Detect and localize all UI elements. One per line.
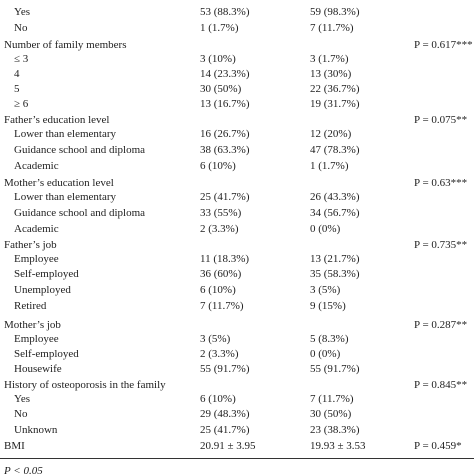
row-label-sub: Lower than elementary	[14, 128, 117, 140]
group-1-value: 13 (16.7%)	[200, 98, 250, 110]
group-2-value: 55 (91.7%)	[310, 363, 360, 375]
group-2-value: 9 (15%)	[310, 300, 346, 312]
group-2-value: 7 (11.7%)	[310, 22, 354, 34]
group-1-value: 30 (50%)	[200, 83, 242, 95]
group-2-value: 19 (31.7%)	[310, 98, 360, 110]
group-1-value: 20.91 ± 3.95	[200, 440, 256, 452]
row-label-sub: Housewife	[14, 363, 62, 375]
group-2-value: 13 (21.7%)	[310, 253, 360, 265]
row-label-sub: Guidance school and diploma	[14, 207, 146, 219]
row-label: Father’s job	[4, 239, 57, 251]
group-1-value: 25 (41.7%)	[200, 424, 250, 436]
group-2-value: 59 (98.3%)	[310, 6, 360, 18]
row-label-sub: Yes	[14, 393, 31, 405]
row-label: Mother’s job	[4, 319, 61, 331]
p-value: P = 0.617***	[414, 39, 473, 51]
group-2-value: 19.93 ± 3.53	[310, 440, 366, 452]
group-2-value: 23 (38.3%)	[310, 424, 360, 436]
group-1-value: 6 (10%)	[200, 284, 236, 296]
group-2-value: 3 (1.7%)	[310, 53, 349, 65]
group-2-value: 12 (20%)	[310, 128, 352, 140]
group-1-value: 6 (10%)	[200, 160, 236, 172]
row-label-sub: Lower than elementary	[14, 191, 117, 203]
group-1-value: 6 (10%)	[200, 393, 236, 405]
group-1-value: 2 (3.3%)	[200, 348, 239, 360]
group-1-value: 2 (3.3%)	[200, 223, 239, 235]
p-value: P = 0.459*	[414, 440, 462, 452]
group-2-value: 26 (43.3%)	[310, 191, 360, 203]
row-label: BMI	[4, 440, 25, 452]
group-2-value: 1 (1.7%)	[310, 160, 349, 172]
group-1-value: 53 (88.3%)	[200, 6, 250, 18]
row-label-sub: Employee	[14, 253, 59, 265]
group-2-value: 7 (11.7%)	[310, 393, 354, 405]
row-label-sub: Yes	[14, 6, 31, 18]
row-label-sub: Academic	[14, 223, 59, 235]
group-1-value: 7 (11.7%)	[200, 300, 244, 312]
row-label-sub: Academic	[14, 160, 59, 172]
group-1-value: 1 (1.7%)	[200, 22, 239, 34]
row-label-sub: No	[14, 408, 28, 420]
row-label-sub: Self-employed	[14, 348, 79, 360]
p-value: P = 0.735**	[414, 239, 468, 251]
row-label: Number of family members	[4, 39, 127, 51]
group-2-value: 35 (58.3%)	[310, 268, 360, 280]
table-rule	[0, 458, 474, 459]
group-2-value: 34 (56.7%)	[310, 207, 360, 219]
row-label-sub: Employee	[14, 333, 59, 345]
row-label-sub: ≤ 3	[14, 53, 29, 65]
group-1-value: 14 (23.3%)	[200, 68, 250, 80]
group-1-value: 55 (91.7%)	[200, 363, 250, 375]
row-label: Father’s education level	[4, 114, 110, 126]
row-label-sub: 4	[14, 68, 20, 80]
group-1-value: 29 (48.3%)	[200, 408, 250, 420]
row-label-sub: Unemployed	[14, 284, 71, 296]
group-2-value: 0 (0%)	[310, 223, 341, 235]
row-label-sub: Self-employed	[14, 268, 79, 280]
group-2-value: 13 (30%)	[310, 68, 352, 80]
row-label: History of osteoporosis in the family	[4, 379, 166, 391]
row-label-sub: ≥ 6	[14, 98, 29, 110]
p-value: P = 0.075**	[414, 114, 468, 126]
p-value: P = 0.287**	[414, 319, 468, 331]
row-label-sub: Guidance school and diploma	[14, 144, 146, 156]
row-label-sub: Unknown	[14, 424, 58, 436]
row-label-sub: Retired	[14, 300, 47, 312]
row-label-sub: No	[14, 22, 28, 34]
group-1-value: 16 (26.7%)	[200, 128, 250, 140]
group-2-value: 30 (50%)	[310, 408, 352, 420]
p-value: P = 0.63***	[414, 177, 468, 189]
row-label-sub: 5	[14, 83, 20, 95]
group-1-value: 33 (55%)	[200, 207, 242, 219]
group-1-value: 38 (63.3%)	[200, 144, 250, 156]
group-2-value: 22 (36.7%)	[310, 83, 360, 95]
p-value: P = 0.845**	[414, 379, 468, 391]
group-1-value: 3 (10%)	[200, 53, 236, 65]
group-2-value: 47 (78.3%)	[310, 144, 360, 156]
group-1-value: 25 (41.7%)	[200, 191, 250, 203]
group-2-value: 5 (8.3%)	[310, 333, 349, 345]
group-2-value: 0 (0%)	[310, 348, 341, 360]
group-1-value: 3 (5%)	[200, 333, 231, 345]
group-2-value: 3 (5%)	[310, 284, 341, 296]
row-label: Mother’s education level	[4, 177, 114, 189]
group-1-value: 11 (18.3%)	[200, 253, 250, 265]
footnote: P < 0.05	[4, 465, 43, 474]
group-1-value: 36 (60%)	[200, 268, 242, 280]
